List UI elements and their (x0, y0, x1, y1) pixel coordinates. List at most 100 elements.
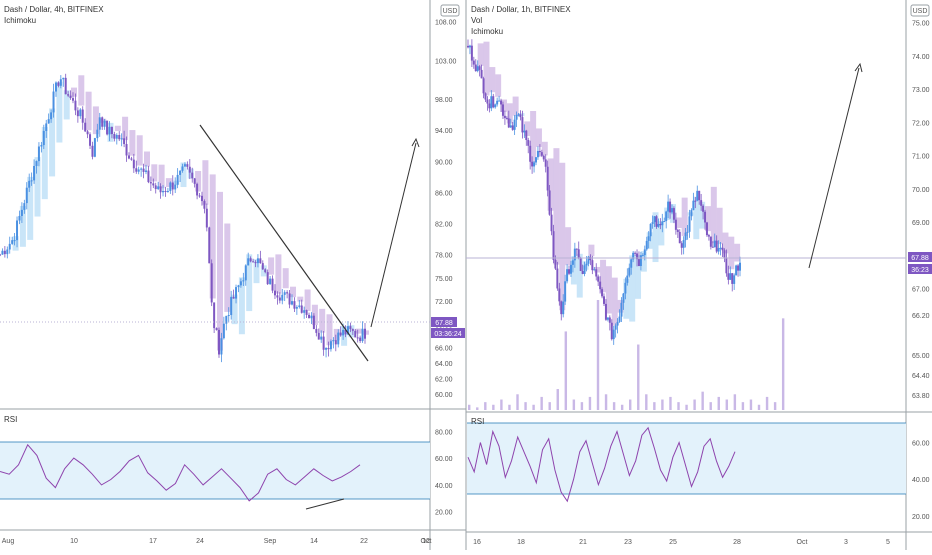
right-price-tick: 67.00 (912, 287, 930, 294)
right-cloud-segment (681, 197, 688, 237)
right-usd-badge[interactable] (910, 4, 930, 17)
right-candle-body (705, 222, 708, 236)
left-candle-body (356, 337, 359, 339)
right-candle-body (678, 231, 681, 244)
left-cloud-segment (195, 170, 202, 192)
left-cloud-segment (282, 268, 289, 289)
left-candle-body (42, 130, 45, 146)
right-price-tick: 63.80 (912, 393, 930, 400)
left-candle-body (349, 326, 352, 330)
left-candle-body (93, 138, 96, 157)
left-candle-body (205, 208, 208, 228)
right-candle-body (684, 232, 687, 241)
right-price-tick: 73.00 (912, 87, 930, 94)
left-candle-body (310, 315, 313, 319)
right-countdown-badge (908, 264, 932, 274)
left-candle-body (130, 158, 133, 160)
right-candle-body (729, 273, 732, 280)
left-candle-body (91, 145, 94, 157)
right-volume-bar (701, 391, 704, 410)
right-cloud-segment (693, 196, 700, 240)
right-volume-bar (540, 396, 543, 410)
right-candle-body (494, 104, 497, 108)
right-volume-bar (749, 399, 753, 410)
right-cloud-segment (722, 232, 729, 254)
left-candle-body (273, 290, 276, 296)
right-candle-body (468, 45, 471, 48)
right-candle-body (595, 269, 598, 277)
right-candle-body (548, 190, 551, 215)
left-cloud-segment (71, 87, 77, 97)
right-candle-body (501, 104, 504, 116)
right-rsi-tick: 20.00 (912, 514, 930, 521)
right-cloud-segment (629, 255, 636, 322)
left-candle-body (181, 166, 184, 171)
right-candle-body (721, 247, 724, 251)
right-time-tick: 16 (473, 539, 481, 546)
left-candle-body (278, 297, 281, 301)
left-candle-body (259, 258, 262, 264)
right-candle-body (649, 223, 652, 237)
right-volume-bar (596, 300, 600, 410)
left-rsi-divergence-line[interactable] (305, 498, 345, 510)
right-candle-body (647, 236, 650, 241)
left-candle-body (237, 285, 240, 288)
left-candle-body (320, 336, 323, 340)
right-candle-body (511, 125, 514, 130)
right-cloud-segment (576, 253, 583, 298)
right-candle-body (571, 260, 574, 265)
left-candle-body (359, 337, 362, 342)
right-candle-body (587, 256, 590, 264)
left-candle-body (159, 186, 162, 193)
right-candle-body (727, 273, 730, 280)
right-cloud-segment (495, 74, 502, 97)
right-price-tick: 69.00 (912, 220, 930, 227)
right-candle-body (636, 253, 639, 260)
right-candle-body (492, 96, 495, 108)
right-time-tick: 5 (886, 539, 890, 546)
left-usd-badge[interactable] (440, 4, 460, 17)
right-candle-body (606, 317, 609, 320)
right-candle-body (643, 249, 646, 256)
left-cloud-segment (246, 254, 253, 312)
left-candle-body (57, 82, 60, 86)
right-candle-body (509, 125, 512, 128)
right-candle-body (618, 316, 621, 322)
right-candle-body (536, 150, 539, 158)
right-volume-bar (524, 402, 527, 410)
right-candle-body (601, 289, 604, 297)
left-time-tick: 12 (422, 538, 430, 545)
left-time-tick: 22 (360, 538, 368, 545)
right-volume-bar (468, 404, 471, 410)
left-candle-body (317, 332, 320, 340)
right-candle-body (566, 269, 569, 282)
left-countdown-badge (431, 328, 465, 338)
left-candle-body (218, 329, 220, 355)
left-candle-body (147, 170, 150, 183)
left-candle-body (169, 182, 172, 191)
left-trendline[interactable] (199, 124, 369, 362)
right-volume-bar (685, 404, 688, 410)
right-candle-body (632, 252, 635, 260)
left-cloud-segment (202, 160, 209, 205)
left-candle-body (361, 328, 364, 342)
right-candle-body (603, 296, 605, 304)
right-candle-body (690, 210, 693, 217)
left-candle-body (208, 227, 211, 264)
left-price-tick: 64.00 (435, 361, 453, 368)
right-cloud-segment (623, 278, 630, 319)
right-time-tick: Oct (797, 539, 808, 546)
right-candle-body (630, 259, 633, 268)
left-cloud-segment (27, 176, 34, 240)
left-candle-body (298, 305, 301, 307)
right-candle-body (585, 263, 588, 266)
left-cloud-segment (217, 191, 223, 351)
right-projection-arrow[interactable] (808, 67, 860, 269)
left-price-tick: 78.00 (435, 252, 453, 259)
left-cloud-segment (355, 328, 362, 334)
left-time-tick: 17 (149, 538, 157, 545)
left-projection-arrow[interactable] (370, 142, 417, 328)
left-cloud-segment (187, 168, 194, 179)
left-candle-body (52, 91, 55, 113)
right-cloud-segment (489, 67, 496, 93)
